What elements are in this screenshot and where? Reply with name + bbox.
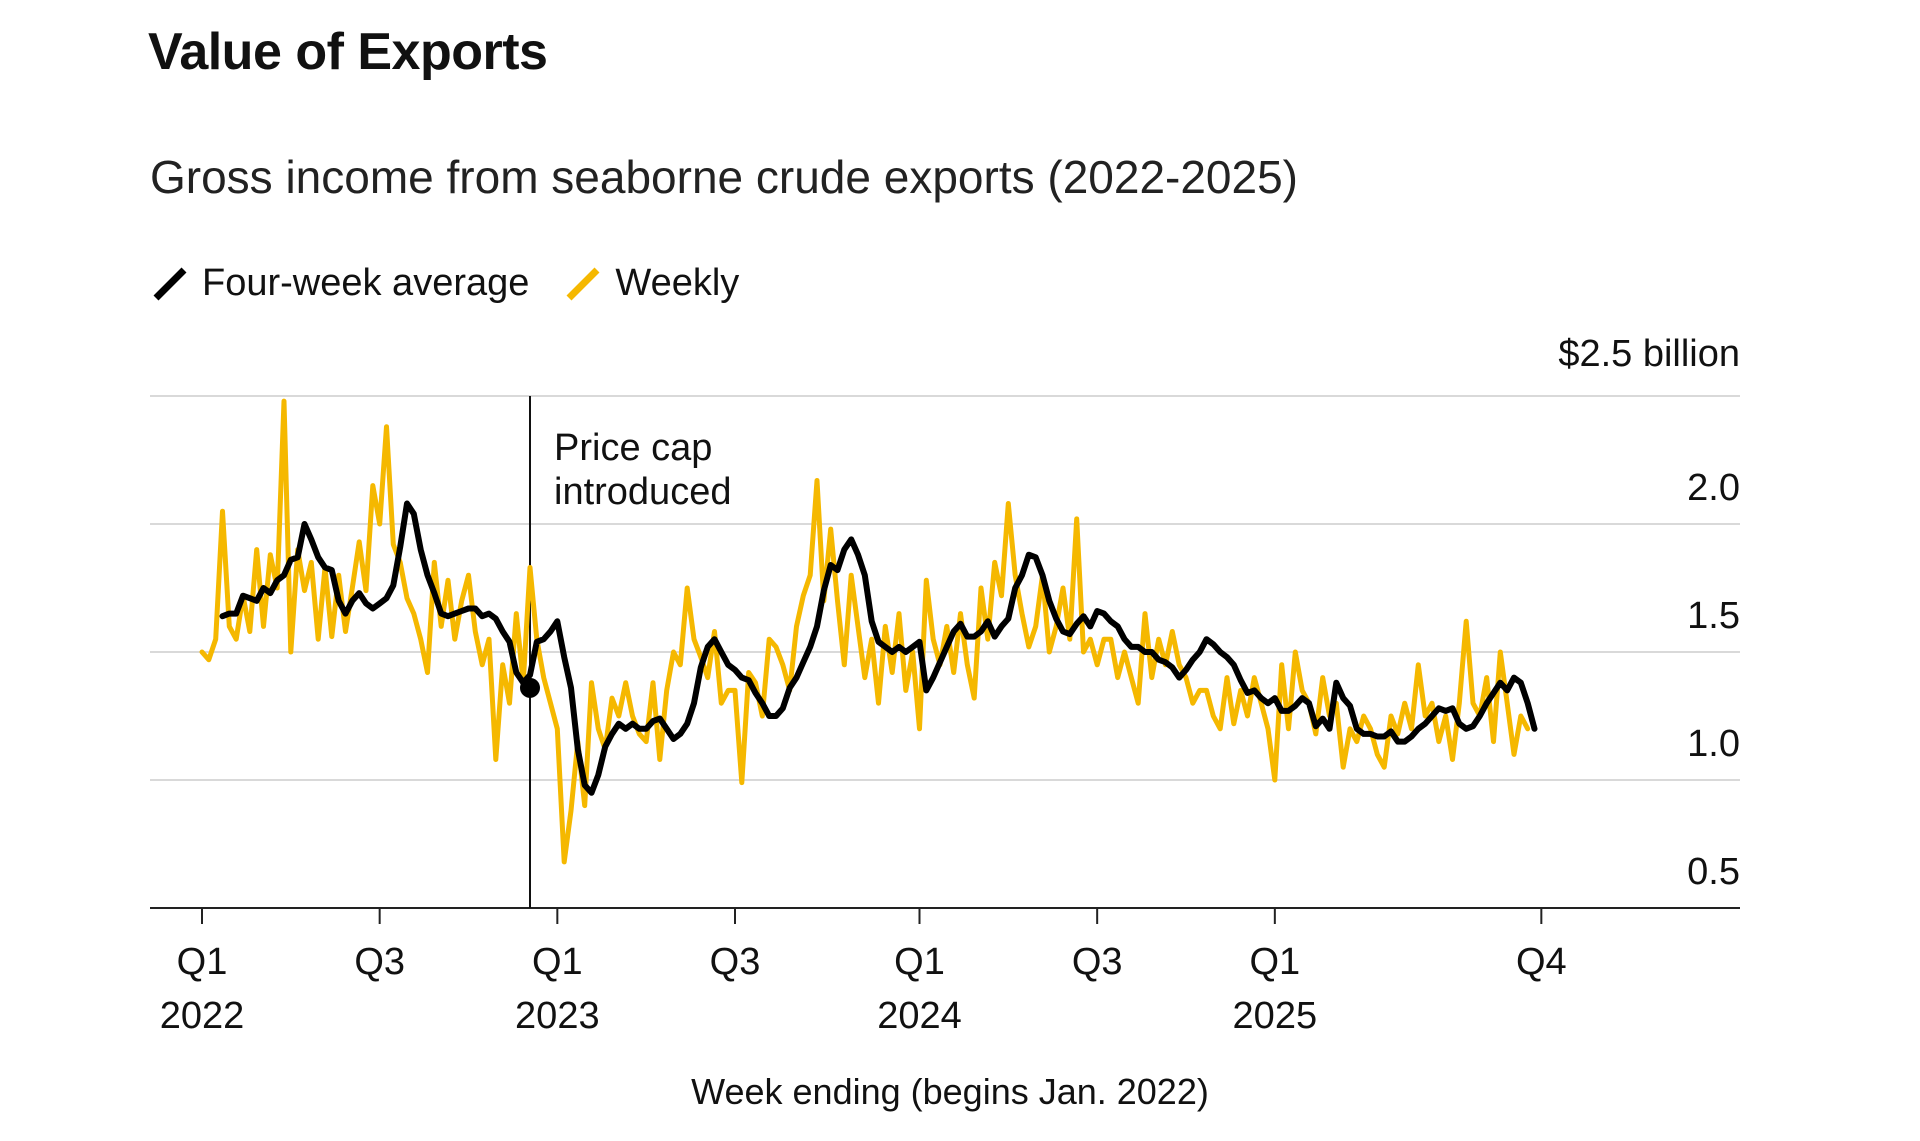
x-tick-label-quarter: Q1: [894, 941, 945, 983]
y-tick-label: 1.5: [1687, 595, 1740, 637]
price-cap-label-line1: Price cap: [554, 427, 712, 469]
y-tick-label: 1.0: [1687, 723, 1740, 765]
legend-item-weekly: Weekly: [565, 262, 739, 305]
price-cap-label-line2: introduced: [554, 471, 731, 513]
chart-subtitle: Gross income from seaborne crude exports…: [150, 151, 1299, 203]
black-line-swatch-icon: [153, 267, 187, 300]
legend: Four-week average Weekly: [152, 262, 775, 305]
four-week-average-series-line: [219, 500, 1538, 796]
x-tick-label-quarter: Q1: [1249, 941, 1300, 983]
y-tick-label: $2.5 billion: [1558, 333, 1740, 375]
x-tick-label-year: 2022: [160, 995, 245, 1037]
legend-label-weekly: Weekly: [615, 262, 740, 304]
price-cap-marker: [520, 677, 540, 698]
legend-item-four-week-average: Four-week average: [152, 262, 529, 305]
y-tick-label: 2.0: [1687, 467, 1740, 509]
x-tick-label-quarter: Q1: [532, 941, 583, 983]
x-axis-label: Week ending (begins Jan. 2022): [691, 1071, 1209, 1112]
legend-label-four-week-average: Four-week average: [202, 262, 530, 304]
chart-title: Value of Exports: [148, 23, 548, 81]
y-axis-ticks: $2.5 billion 2.0 1.5 1.0 0.5: [1558, 333, 1740, 893]
x-tick-label-year: 2024: [877, 995, 962, 1037]
x-tick-label-quarter: Q4: [1516, 941, 1567, 983]
x-tick-label-quarter: Q3: [1072, 941, 1123, 983]
x-tick-label-quarter: Q1: [177, 941, 228, 983]
x-tick-label-quarter: Q3: [710, 941, 761, 983]
series-lines: [199, 398, 1538, 865]
x-tick-label-year: 2023: [515, 995, 600, 1037]
yellow-line-swatch-icon: [566, 267, 600, 300]
weekly-series-line: [199, 398, 1531, 865]
x-axis-ticks: Q1 2022 Q3 Q1 2023 Q3 Q1 2024 Q3 Q1 2025 Q4: [160, 908, 1567, 1037]
x-tick-label-quarter: Q3: [354, 941, 405, 983]
x-tick-label-year: 2025: [1233, 995, 1318, 1037]
y-tick-label: 0.5: [1687, 851, 1740, 893]
